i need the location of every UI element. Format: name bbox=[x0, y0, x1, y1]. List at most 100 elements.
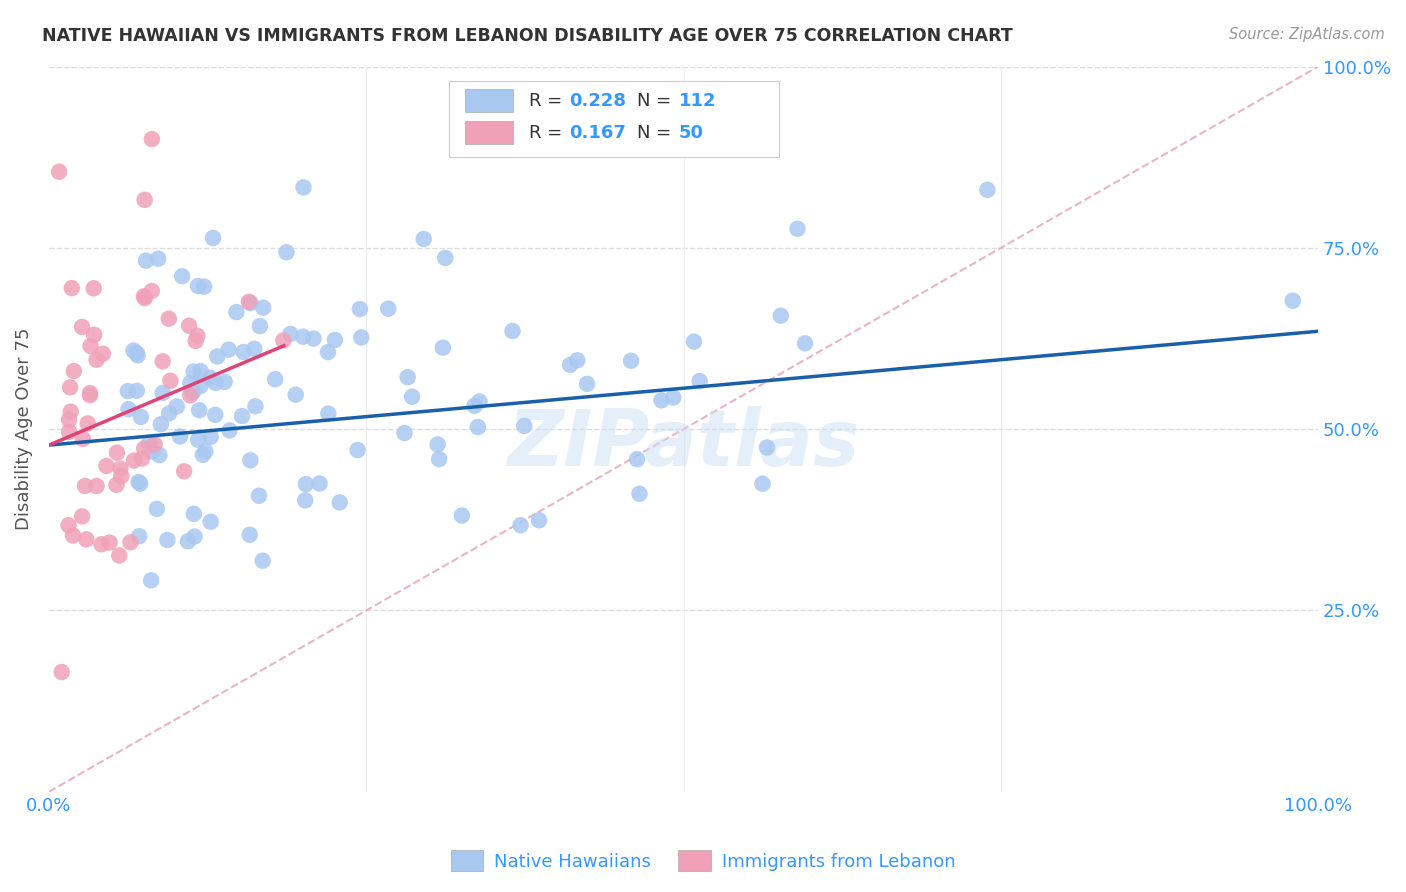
FancyBboxPatch shape bbox=[465, 121, 513, 145]
Point bbox=[190, 379, 212, 393]
Point bbox=[204, 376, 226, 390]
Point bbox=[181, 385, 204, 400]
Point bbox=[148, 252, 170, 266]
Point bbox=[377, 301, 399, 316]
Point bbox=[751, 476, 773, 491]
Point bbox=[650, 393, 672, 408]
Point bbox=[755, 441, 778, 455]
Point bbox=[128, 475, 150, 489]
Point bbox=[129, 409, 152, 424]
Point bbox=[91, 347, 114, 361]
Point bbox=[294, 493, 316, 508]
Point bbox=[125, 384, 148, 398]
Point bbox=[79, 339, 101, 353]
Point bbox=[128, 529, 150, 543]
Point bbox=[141, 444, 163, 458]
Point bbox=[72, 432, 94, 446]
Point bbox=[134, 291, 156, 305]
Point bbox=[179, 376, 201, 390]
Point bbox=[110, 469, 132, 483]
Point bbox=[280, 326, 302, 341]
Point bbox=[231, 409, 253, 423]
Point bbox=[152, 354, 174, 368]
Point bbox=[134, 193, 156, 207]
Point bbox=[463, 399, 485, 413]
Point bbox=[105, 478, 128, 492]
Point bbox=[125, 346, 148, 360]
Point bbox=[51, 665, 73, 679]
Point bbox=[187, 433, 209, 447]
Point bbox=[243, 342, 266, 356]
Text: R =: R = bbox=[529, 124, 568, 142]
Point bbox=[79, 388, 101, 402]
Point bbox=[152, 385, 174, 400]
Point bbox=[59, 380, 82, 394]
Point bbox=[451, 508, 474, 523]
Point bbox=[467, 420, 489, 434]
Point bbox=[148, 448, 170, 462]
Point bbox=[249, 319, 271, 334]
Point bbox=[509, 518, 531, 533]
Point bbox=[187, 279, 209, 293]
Text: ZIPatlas: ZIPatlas bbox=[508, 406, 859, 482]
Text: 112: 112 bbox=[679, 92, 716, 110]
Point bbox=[157, 311, 180, 326]
Point bbox=[396, 370, 419, 384]
Point bbox=[188, 403, 211, 417]
Point bbox=[683, 334, 706, 349]
Y-axis label: Disability Age Over 75: Disability Age Over 75 bbox=[15, 328, 32, 531]
Point bbox=[157, 406, 180, 420]
Point bbox=[976, 183, 998, 197]
Point bbox=[194, 444, 217, 458]
Text: N =: N = bbox=[637, 92, 676, 110]
Point bbox=[207, 350, 229, 364]
Point bbox=[120, 535, 142, 549]
Point bbox=[427, 452, 450, 467]
Point bbox=[83, 281, 105, 295]
Point bbox=[183, 507, 205, 521]
Text: NATIVE HAWAIIAN VS IMMIGRANTS FROM LEBANON DISABILITY AGE OVER 75 CORRELATION CH: NATIVE HAWAIIAN VS IMMIGRANTS FROM LEBAN… bbox=[42, 27, 1012, 45]
Point bbox=[567, 353, 589, 368]
Point bbox=[190, 364, 212, 378]
FancyBboxPatch shape bbox=[465, 89, 513, 112]
Point bbox=[186, 329, 208, 343]
Point bbox=[181, 384, 204, 399]
Point bbox=[198, 370, 221, 384]
Point bbox=[48, 165, 70, 179]
Point bbox=[166, 400, 188, 414]
Point bbox=[238, 294, 260, 309]
Point bbox=[156, 533, 179, 547]
Point bbox=[200, 430, 222, 444]
Point bbox=[86, 352, 108, 367]
Point bbox=[620, 353, 643, 368]
Point bbox=[264, 372, 287, 386]
Point bbox=[273, 334, 295, 348]
Point bbox=[58, 425, 80, 439]
Point bbox=[576, 376, 599, 391]
Point bbox=[86, 479, 108, 493]
Point bbox=[412, 232, 434, 246]
Point bbox=[316, 345, 339, 359]
Point bbox=[276, 245, 298, 260]
Point bbox=[468, 394, 491, 409]
Text: R =: R = bbox=[529, 92, 568, 110]
Point bbox=[110, 461, 132, 475]
Point bbox=[58, 518, 80, 533]
Point bbox=[179, 318, 201, 333]
Point bbox=[134, 442, 156, 456]
Point bbox=[105, 445, 128, 459]
Point bbox=[329, 495, 352, 509]
Point bbox=[252, 301, 274, 315]
Point bbox=[239, 296, 262, 310]
Point bbox=[513, 418, 536, 433]
Point bbox=[129, 476, 152, 491]
Point bbox=[1281, 293, 1303, 308]
Point bbox=[247, 489, 270, 503]
Point bbox=[184, 334, 207, 348]
Point bbox=[302, 332, 325, 346]
Point bbox=[218, 343, 240, 357]
Text: 50: 50 bbox=[679, 124, 703, 142]
Point bbox=[177, 534, 200, 549]
Point bbox=[172, 269, 194, 284]
Point bbox=[308, 476, 330, 491]
